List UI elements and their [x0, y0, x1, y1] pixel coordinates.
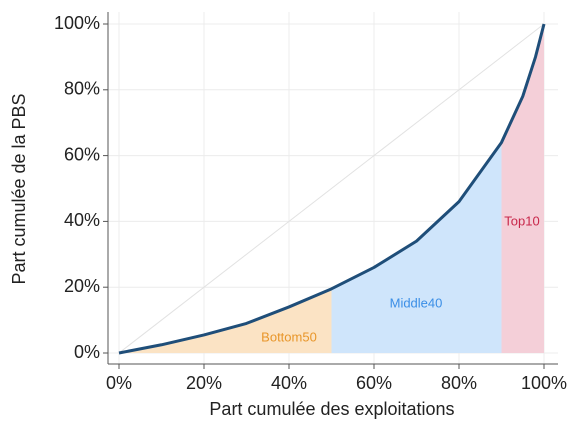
x-tick-label: 0% — [106, 373, 132, 393]
area — [501, 24, 544, 353]
area-label: Bottom50 — [261, 329, 317, 344]
x-tick-label: 60% — [356, 373, 392, 393]
y-tick-label: 100% — [54, 13, 100, 33]
area-label: Top10 — [504, 213, 539, 228]
x-tick-label: 20% — [186, 373, 222, 393]
area — [331, 142, 502, 353]
area — [119, 288, 332, 353]
x-axis-title: Part cumulée des exploitations — [209, 399, 454, 419]
x-tick-label: 100% — [521, 373, 567, 393]
lorenz-curve — [118, 23, 546, 355]
y-tick-label: 80% — [64, 79, 100, 99]
x-tick-label: 80% — [441, 373, 477, 393]
equality-line — [118, 23, 545, 354]
y-tick-label: 0% — [74, 342, 100, 362]
x-tick-label: 40% — [271, 373, 307, 393]
area-label: Middle40 — [390, 295, 443, 310]
y-axis-title: Part cumulée de la PBS — [9, 93, 29, 284]
y-tick-label: 20% — [64, 276, 100, 296]
y-tick-label: 40% — [64, 210, 100, 230]
y-tick-label: 60% — [64, 144, 100, 164]
